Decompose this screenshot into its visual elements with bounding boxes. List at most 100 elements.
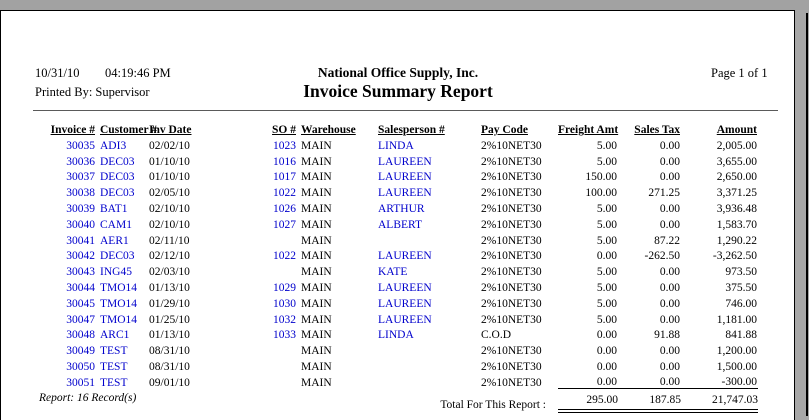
cell-sales_tax: 0.00 [659, 360, 680, 373]
cell-salesperson[interactable]: LAUREEN [378, 171, 432, 184]
cell-customer[interactable]: TMO14 [100, 297, 138, 310]
cell-sales_tax: 0.00 [659, 297, 680, 310]
cell-invoice[interactable]: 30045 [66, 297, 95, 310]
cell-salesperson[interactable]: LAUREEN [378, 297, 432, 310]
cell-amount: 1,583.70 [716, 218, 757, 231]
cell-customer[interactable]: TEST [100, 345, 128, 358]
cell-amount: 3,371.25 [716, 187, 757, 200]
cell-salesperson[interactable]: LINDA [378, 329, 414, 342]
cell-inv_date: 02/05/10 [149, 187, 190, 200]
cell-customer[interactable]: ADI3 [100, 139, 127, 152]
invoice-row: 30050 TEST 08/31/10 MAIN 2%10NET30 0.00 0.00 1,… [34, 357, 758, 373]
cell-pay_code: 2%10NET30 [481, 218, 542, 231]
cell-so[interactable]: 1022 [273, 250, 296, 263]
page-indicator: Page 1 of 1 [711, 66, 768, 80]
cell-salesperson[interactable]: LAUREEN [378, 313, 432, 326]
cell-so[interactable]: 1030 [273, 297, 296, 310]
cell-amount: 3,936.48 [716, 202, 757, 215]
cell-customer[interactable]: ARC1 [100, 329, 130, 342]
cell-inv_date: 01/29/10 [149, 297, 190, 310]
cell-sales_tax: 0.00 [659, 155, 680, 168]
cell-freight: 5.00 [596, 266, 617, 279]
cell-invoice[interactable]: 30035 [66, 139, 95, 152]
cell-invoice[interactable]: 30050 [66, 360, 95, 373]
cell-so[interactable]: 1032 [273, 313, 296, 326]
cell-amount: 746.00 [725, 297, 757, 310]
cell-salesperson[interactable]: LAUREEN [378, 187, 432, 200]
cell-customer[interactable]: DEC03 [100, 171, 135, 184]
cell-customer[interactable]: DEC03 [100, 250, 135, 263]
cell-warehouse: MAIN [301, 266, 332, 279]
cell-warehouse: MAIN [301, 202, 332, 215]
cell-invoice[interactable]: 30047 [66, 313, 95, 326]
cell-invoice[interactable]: 30051 [66, 376, 95, 389]
cell-freight: 5.00 [596, 155, 617, 168]
cell-inv_date: 01/10/10 [149, 171, 190, 184]
cell-inv_date: 01/25/10 [149, 313, 190, 326]
cell-salesperson[interactable]: ALBERT [378, 218, 423, 231]
cell-invoice[interactable]: 30041 [66, 234, 95, 247]
table-body: 30035 ADI3 02/02/10 1023 MAIN LINDA 2%10NET30 5… [34, 136, 758, 389]
cell-inv_date: 08/31/10 [149, 345, 190, 358]
cell-so[interactable]: 1027 [273, 218, 296, 231]
cell-so[interactable]: 1017 [273, 171, 296, 184]
header-divider [33, 110, 778, 111]
cell-freight: 5.00 [596, 234, 617, 247]
cell-so[interactable]: 1033 [273, 329, 296, 342]
cell-sales_tax: 0.00 [659, 202, 680, 215]
cell-customer[interactable]: TEST [100, 360, 128, 373]
cell-so[interactable]: 1026 [273, 202, 296, 215]
cell-invoice[interactable]: 30036 [66, 155, 95, 168]
table-header: Invoice # Customer # Inv Date SO # Warehouse… [34, 115, 758, 136]
cell-so[interactable]: 1023 [273, 139, 296, 152]
cell-customer[interactable]: AER1 [100, 234, 129, 247]
cell-invoice[interactable]: 30038 [66, 187, 95, 200]
cell-warehouse: MAIN [301, 281, 332, 294]
cell-pay_code: 2%10NET30 [481, 360, 542, 373]
cell-warehouse: MAIN [301, 155, 332, 168]
invoice-row: 30044 TMO14 01/13/10 1029 MAIN LAUREEN 2%10NET… [34, 278, 758, 294]
cell-invoice[interactable]: 30048 [66, 329, 95, 342]
cell-customer[interactable]: DEC03 [100, 187, 135, 200]
cell-freight: 150.00 [585, 171, 617, 184]
total-amount: 21,747.03 [681, 388, 758, 413]
cell-so [211, 341, 297, 357]
cell-salesperson[interactable]: LAUREEN [378, 281, 432, 294]
cell-invoice[interactable]: 30043 [66, 266, 95, 279]
cell-inv_date: 01/13/10 [149, 329, 190, 342]
cell-freight: 5.00 [596, 297, 617, 310]
invoice-row: 30039 BAT1 02/10/10 1026 MAIN ARTHUR 2%10NET30… [34, 199, 758, 215]
cell-customer[interactable]: TMO14 [100, 313, 138, 326]
cell-warehouse: MAIN [301, 139, 332, 152]
cell-salesperson[interactable]: LAUREEN [378, 155, 432, 168]
record-count: Report: 16 Record(s) [39, 392, 137, 404]
cell-salesperson[interactable]: LAUREEN [378, 250, 432, 263]
cell-amount: 375.50 [725, 281, 757, 294]
cell-salesperson[interactable]: LINDA [378, 139, 414, 152]
cell-sales_tax: 0.00 [659, 281, 680, 294]
invoice-row: 30038 DEC03 02/05/10 1022 MAIN LAUREEN 2%10NET… [34, 183, 758, 199]
cell-salesperson[interactable]: KATE [378, 266, 408, 279]
cell-customer[interactable]: TEST [100, 376, 128, 389]
cell-customer[interactable]: ING45 [100, 266, 132, 279]
cell-invoice[interactable]: 30044 [66, 281, 95, 294]
cell-so[interactable]: 1029 [273, 281, 296, 294]
cell-pay_code: 2%10NET30 [481, 297, 542, 310]
cell-salesperson[interactable]: ARTHUR [378, 202, 425, 215]
cell-invoice[interactable]: 30039 [66, 202, 95, 215]
cell-inv_date: 02/10/10 [149, 218, 190, 231]
cell-customer[interactable]: DEC03 [100, 155, 135, 168]
cell-so[interactable]: 1016 [273, 155, 296, 168]
cell-invoice[interactable]: 30049 [66, 345, 95, 358]
cell-invoice[interactable]: 30042 [66, 250, 95, 263]
cell-invoice[interactable]: 30037 [66, 171, 95, 184]
cell-customer[interactable]: CAM1 [100, 218, 132, 231]
cell-so[interactable]: 1022 [273, 187, 296, 200]
company-name: National Office Supply, Inc. [317, 65, 479, 80]
cell-warehouse: MAIN [301, 187, 332, 200]
total-freight: 295.00 [558, 388, 618, 413]
cell-amount: 1,181.00 [716, 313, 757, 326]
cell-invoice[interactable]: 30040 [66, 218, 95, 231]
cell-customer[interactable]: TMO14 [100, 281, 138, 294]
cell-customer[interactable]: BAT1 [100, 202, 128, 215]
